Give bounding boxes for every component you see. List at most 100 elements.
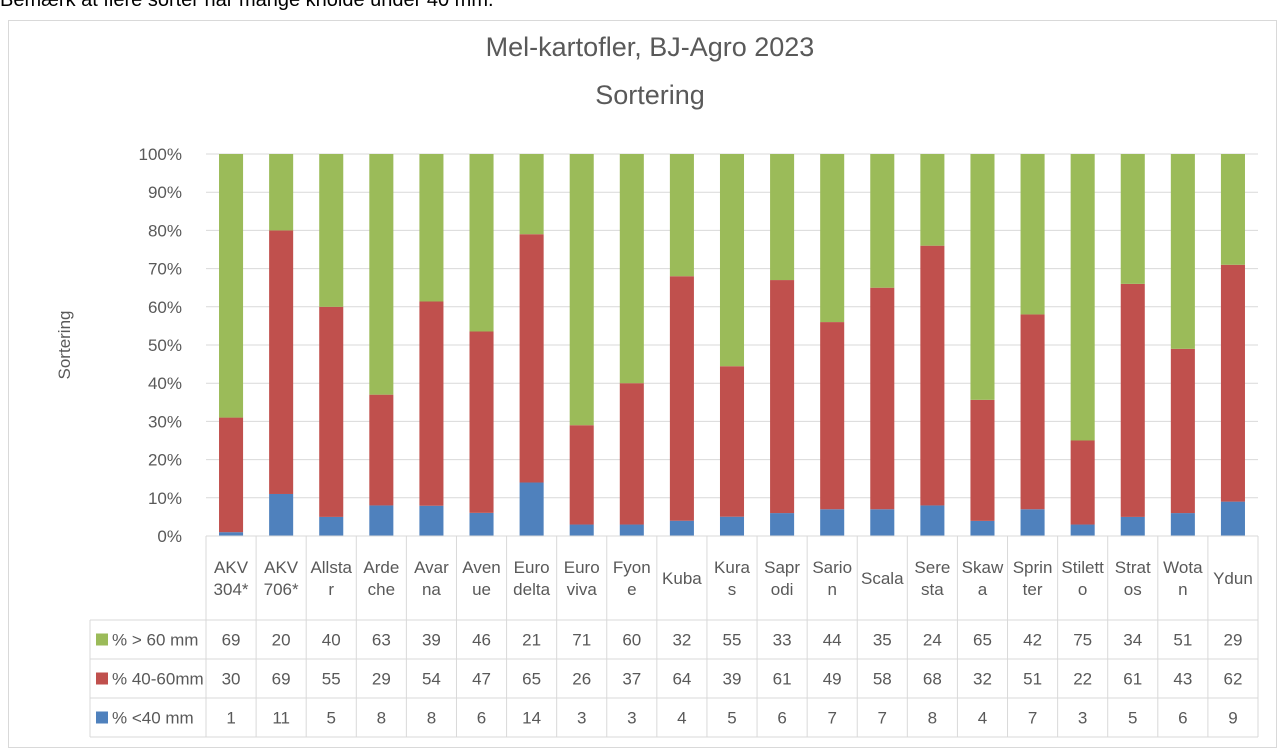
bar-segment bbox=[269, 154, 294, 231]
bar-segment bbox=[319, 154, 344, 307]
table-value: 61 bbox=[1123, 670, 1142, 689]
x-tick-label: Kuba bbox=[662, 569, 702, 588]
table-value: 68 bbox=[923, 670, 942, 689]
bar-segment bbox=[1220, 154, 1245, 265]
y-tick-label: 90% bbox=[148, 183, 182, 202]
table-value: 55 bbox=[322, 670, 341, 689]
table-value: 34 bbox=[1123, 631, 1142, 650]
x-tick-label-line: AKV bbox=[214, 558, 249, 577]
x-tick-label: Fyon e bbox=[613, 558, 651, 599]
bar-segment bbox=[770, 280, 795, 514]
x-tick-label-line: Kuba bbox=[662, 569, 702, 588]
bar-segment bbox=[920, 505, 945, 536]
table-value: 3 bbox=[627, 709, 636, 728]
table-value: 6 bbox=[477, 709, 486, 728]
bar-segment bbox=[1170, 348, 1195, 514]
x-tick-label-line: che bbox=[368, 580, 395, 599]
bar-segment bbox=[1070, 440, 1095, 525]
table-value: 6 bbox=[777, 709, 786, 728]
table-value: 71 bbox=[572, 631, 591, 650]
bar-segment bbox=[419, 505, 444, 536]
table-value: 4 bbox=[978, 709, 987, 728]
x-tick-label: Euro delta bbox=[513, 558, 550, 599]
table-value: 46 bbox=[472, 631, 491, 650]
bar-segment bbox=[319, 306, 344, 517]
table-value: 1 bbox=[226, 709, 235, 728]
x-tick-label: Sario n bbox=[812, 558, 852, 599]
bar-segment bbox=[669, 276, 694, 521]
y-tick-label: 80% bbox=[148, 221, 182, 240]
table-value: 69 bbox=[272, 670, 291, 689]
x-tick-label-line: Kura bbox=[714, 558, 750, 577]
legend-label: % 40-60mm bbox=[112, 670, 204, 689]
y-tick-label: 100% bbox=[139, 145, 182, 164]
table-value: 75 bbox=[1073, 631, 1092, 650]
bar-segment bbox=[1020, 154, 1045, 315]
x-tick-label: Skaw a bbox=[962, 558, 1004, 599]
x-tick-label-line: Euro bbox=[514, 558, 550, 577]
bar-segment bbox=[820, 322, 845, 510]
bar-segment bbox=[719, 154, 745, 367]
bar-segment bbox=[369, 505, 394, 536]
table-value: 61 bbox=[773, 670, 792, 689]
x-tick-label-line: r bbox=[328, 580, 334, 599]
x-tick-label-line: Wota bbox=[1163, 558, 1203, 577]
bar-segment bbox=[519, 234, 544, 483]
legend-label: % > 60 mm bbox=[112, 631, 198, 650]
table-value: 69 bbox=[222, 631, 241, 650]
x-tick-label-line: Sprin bbox=[1013, 558, 1053, 577]
table-value: 62 bbox=[1223, 670, 1242, 689]
bar-segment bbox=[469, 512, 494, 536]
x-tick-label: AKV 706* bbox=[264, 558, 299, 599]
table-value: 5 bbox=[727, 709, 736, 728]
bar-segment bbox=[719, 366, 745, 517]
x-tick-label: Scala bbox=[861, 569, 904, 588]
table-value: 39 bbox=[723, 670, 742, 689]
table-value: 11 bbox=[272, 709, 290, 728]
bar-segment bbox=[269, 230, 294, 494]
x-tick-label: AKV 304* bbox=[214, 558, 249, 599]
bar-segment bbox=[1120, 283, 1145, 517]
table-value: 58 bbox=[873, 670, 892, 689]
table-value: 51 bbox=[1173, 631, 1192, 650]
x-tick-label-line: n bbox=[827, 580, 836, 599]
bar-segment bbox=[1120, 516, 1145, 536]
y-tick-label: 60% bbox=[148, 298, 182, 317]
table-value: 3 bbox=[577, 709, 586, 728]
x-tick-label: Wota n bbox=[1163, 558, 1203, 599]
y-axis-label: Sortering bbox=[55, 311, 74, 380]
table-value: 5 bbox=[327, 709, 336, 728]
table-value: 47 bbox=[472, 670, 491, 689]
bar-segment bbox=[870, 509, 895, 536]
bar-segment bbox=[669, 154, 694, 277]
table-value: 37 bbox=[622, 670, 641, 689]
bar-segment bbox=[970, 154, 995, 400]
x-tick-label-line: s bbox=[728, 580, 737, 599]
x-tick-label-line: Sapr bbox=[764, 558, 800, 577]
bar-segment bbox=[1070, 524, 1095, 536]
x-tick-label: Avar na bbox=[414, 558, 449, 599]
bar-segment bbox=[569, 425, 594, 525]
table-value: 9 bbox=[1228, 709, 1237, 728]
bar-segment bbox=[970, 399, 995, 521]
table-value: 22 bbox=[1073, 670, 1092, 689]
x-tick-label-line: delta bbox=[513, 580, 550, 599]
bar-segment bbox=[970, 520, 995, 536]
x-tick-label-line: e bbox=[627, 580, 636, 599]
table-value: 3 bbox=[1078, 709, 1087, 728]
table-value: 44 bbox=[823, 631, 842, 650]
bar-segment bbox=[820, 509, 845, 536]
bar-segment bbox=[619, 154, 644, 384]
table-value: 65 bbox=[522, 670, 541, 689]
bar-segment bbox=[569, 154, 594, 426]
x-tick-label-line: Strat bbox=[1115, 558, 1151, 577]
bar-segment bbox=[369, 394, 394, 506]
y-tick-label: 70% bbox=[148, 260, 182, 279]
table-value: 35 bbox=[873, 631, 892, 650]
table-value: 65 bbox=[973, 631, 992, 650]
x-tick-label-line: Arde bbox=[363, 558, 399, 577]
bar-segment bbox=[1070, 154, 1095, 441]
table-value: 8 bbox=[377, 709, 386, 728]
x-tick-label-line: Sario bbox=[812, 558, 852, 577]
